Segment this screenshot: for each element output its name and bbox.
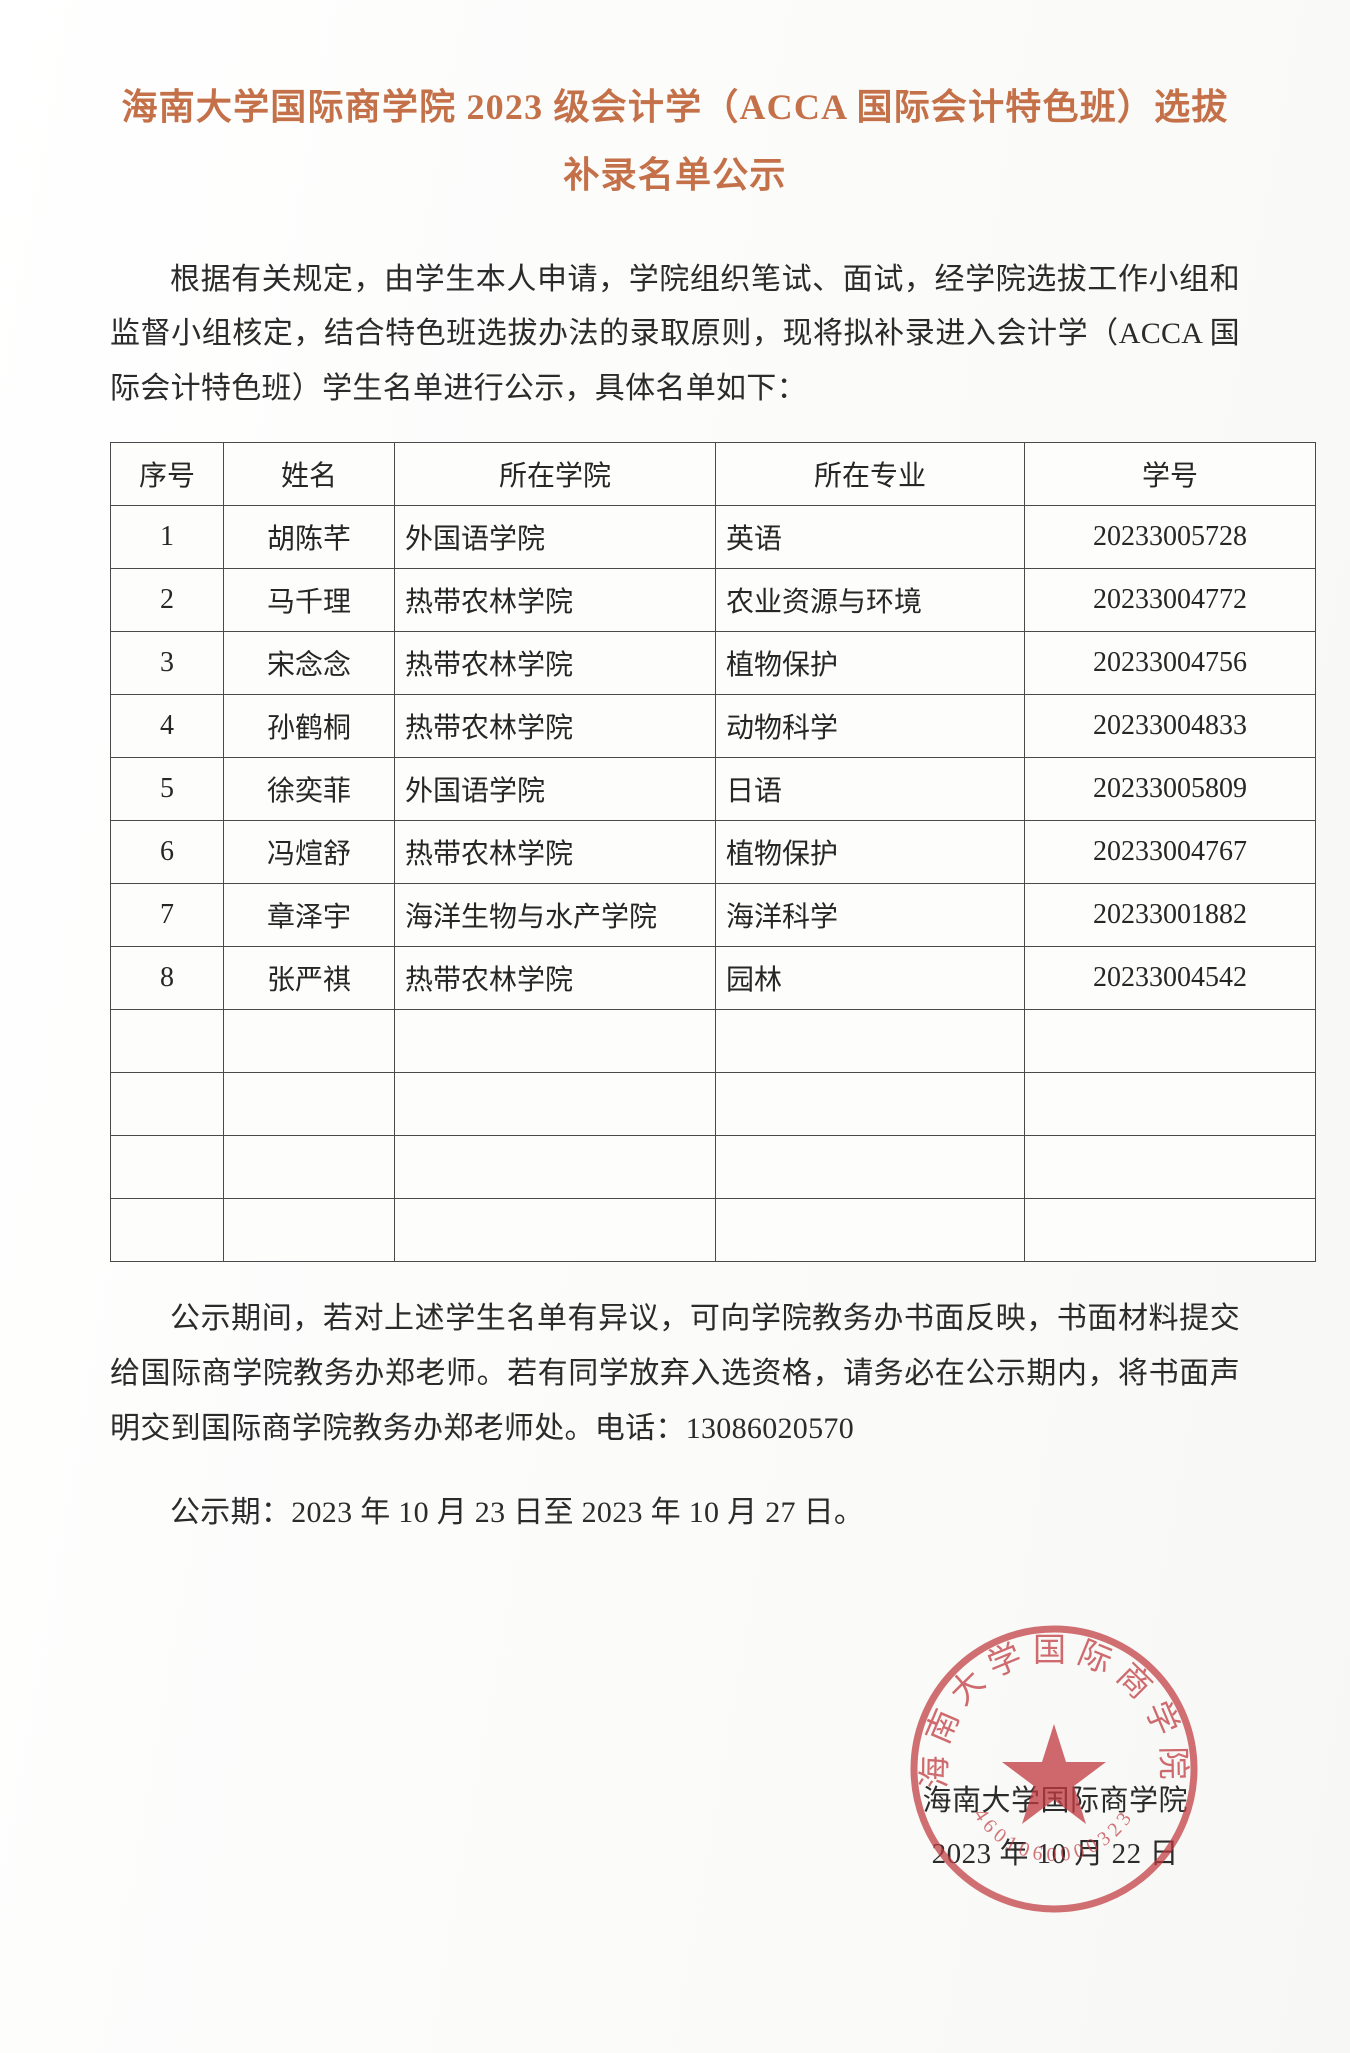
svg-text:海南大学国际商学院: 海南大学国际商学院 — [917, 1633, 1192, 1789]
table-row-empty — [110, 1072, 1316, 1137]
cell-index: 3 — [110, 631, 224, 696]
cell-student-id: 20233005728 — [1024, 505, 1316, 570]
document-title: 海南大学国际商学院 2023 级会计学（ACCA 国际会计特色班）选拔 补录名单… — [110, 0, 1240, 205]
signature-date: 2023 年 10 月 22 日 — [931, 1838, 1179, 1871]
table-row: 7 章泽宇 海洋生物与水产学院 海洋科学 20233001882 — [110, 883, 1316, 948]
cell-name: 徐奕菲 — [223, 757, 395, 822]
cell-name: 章泽宇 — [223, 883, 395, 948]
objection-paragraph: 公示期间，若对上述学生名单有异议，可向学院教务办书面反映，书面材料提交给国际商学… — [110, 1302, 1240, 1445]
cell-school: 热带农林学院 — [394, 631, 716, 696]
cell-name: 马千理 — [223, 568, 395, 633]
cell-student-id — [1024, 1072, 1316, 1137]
table-row: 2 马千理 热带农林学院 农业资源与环境 20233004772 — [110, 568, 1316, 633]
cell-name: 胡陈芊 — [223, 505, 395, 570]
cell-school: 热带农林学院 — [394, 946, 716, 1011]
cell-major — [715, 1198, 1025, 1263]
cell-name: 冯煊舒 — [223, 820, 395, 885]
cell-student-id: 20233005809 — [1024, 757, 1316, 822]
cell-name — [223, 1135, 395, 1200]
cell-major: 植物保护 — [715, 820, 1025, 885]
cell-index: 2 — [110, 568, 224, 633]
column-header-name: 姓名 — [223, 442, 395, 507]
cell-major: 海洋科学 — [715, 883, 1025, 948]
cell-school: 热带农林学院 — [394, 820, 716, 885]
cell-index: 5 — [110, 757, 224, 822]
cell-school: 外国语学院 — [394, 757, 716, 822]
cell-index: 8 — [110, 946, 224, 1011]
cell-name — [223, 1072, 395, 1137]
table-row: 8 张严祺 热带农林学院 园林 20233004542 — [110, 946, 1316, 1011]
cell-major: 英语 — [715, 505, 1025, 570]
cell-school: 热带农林学院 — [394, 568, 716, 633]
cell-major: 动物科学 — [715, 694, 1025, 759]
table-row: 4 孙鹤桐 热带农林学院 动物科学 20233004833 — [110, 694, 1316, 759]
publicity-period-line: 公示期：2023 年 10 月 23 日至 2023 年 10 月 27 日。 — [170, 1496, 865, 1530]
cell-student-id: 20233004542 — [1024, 946, 1316, 1011]
cell-student-id: 20233001882 — [1024, 883, 1316, 948]
cell-index — [110, 1135, 224, 1200]
cell-student-id — [1024, 1198, 1316, 1263]
cell-school: 海洋生物与水产学院 — [394, 883, 716, 948]
roster-table-body: 1 胡陈芊 外国语学院 英语 20233005728 2 马千理 热带农林学院 … — [110, 505, 1316, 1263]
cell-student-id: 20233004833 — [1024, 694, 1316, 759]
cell-school — [394, 1198, 716, 1263]
table-row-empty — [110, 1009, 1316, 1074]
table-header-row: 序号 姓名 所在学院 所在专业 学号 — [110, 442, 1316, 507]
signature-organization: 海南大学国际商学院 — [922, 1784, 1188, 1817]
cell-index — [110, 1072, 224, 1137]
cell-school — [394, 1009, 716, 1074]
cell-name: 孙鹤桐 — [223, 694, 395, 759]
cell-student-id: 20233004756 — [1024, 631, 1316, 696]
signature-area: 海南大学国际商学院 4601060000323 海南大学国际商学院 2023 年… — [110, 1595, 1240, 2015]
table-row: 5 徐奕菲 外国语学院 日语 20233005809 — [110, 757, 1316, 822]
cell-name — [223, 1198, 395, 1263]
cell-major: 日语 — [715, 757, 1025, 822]
cell-index: 7 — [110, 883, 224, 948]
cell-major: 园林 — [715, 946, 1025, 1011]
table-row: 1 胡陈芊 外国语学院 英语 20233005728 — [110, 505, 1316, 570]
table-row-empty — [110, 1135, 1316, 1200]
column-header-major: 所在专业 — [715, 442, 1025, 507]
cell-school: 热带农林学院 — [394, 694, 716, 759]
cell-student-id — [1024, 1135, 1316, 1200]
cell-index: 4 — [110, 694, 224, 759]
cell-student-id — [1024, 1009, 1316, 1074]
cell-major — [715, 1009, 1025, 1074]
footer-notes: 公示期间，若对上述学生名单有异议，可向学院教务办书面反映，书面材料提交给国际商学… — [110, 1292, 1240, 1540]
signature-block: 海南大学国际商学院 2023 年 10 月 22 日 — [922, 1775, 1188, 1882]
cell-school — [394, 1135, 716, 1200]
cell-index: 1 — [110, 505, 224, 570]
cell-name: 宋念念 — [223, 631, 395, 696]
cell-school — [394, 1072, 716, 1137]
roster-table: 序号 姓名 所在学院 所在专业 学号 1 胡陈芊 外国语学院 英语 202330… — [110, 442, 1316, 1263]
intro-paragraph: 根据有关规定，由学生本人申请，学院组织笔试、面试，经学院选拔工作小组和监督小组核… — [110, 262, 1240, 405]
cell-name — [223, 1009, 395, 1074]
cell-school: 外国语学院 — [394, 505, 716, 570]
cell-student-id: 20233004772 — [1024, 568, 1316, 633]
title-line-1: 海南大学国际商学院 2023 级会计学（ACCA 国际会计特色班）选拔 — [121, 87, 1229, 127]
cell-major: 植物保护 — [715, 631, 1025, 696]
title-line-2: 补录名单公示 — [563, 155, 787, 196]
table-row-empty — [110, 1198, 1316, 1263]
column-header-index: 序号 — [110, 442, 224, 507]
cell-major — [715, 1072, 1025, 1137]
cell-major — [715, 1135, 1025, 1200]
cell-index — [110, 1198, 224, 1263]
column-header-student-id: 学号 — [1024, 442, 1316, 507]
cell-student-id: 20233004767 — [1024, 820, 1316, 885]
table-row: 3 宋念念 热带农林学院 植物保护 20233004756 — [110, 631, 1316, 696]
column-header-school: 所在学院 — [394, 442, 716, 507]
cell-index — [110, 1009, 224, 1074]
cell-name: 张严祺 — [223, 946, 395, 1011]
cell-major: 农业资源与环境 — [715, 568, 1025, 633]
cell-index: 6 — [110, 820, 224, 885]
table-row: 6 冯煊舒 热带农林学院 植物保护 20233004767 — [110, 820, 1316, 885]
roster-table-head: 序号 姓名 所在学院 所在专业 学号 — [110, 442, 1316, 507]
